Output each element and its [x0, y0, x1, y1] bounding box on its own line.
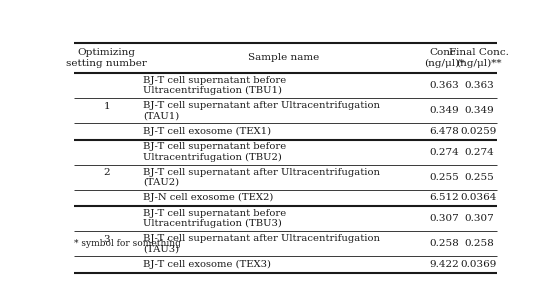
Text: 6.512: 6.512	[429, 194, 459, 202]
Text: BJ-T cell exosome (TEX1): BJ-T cell exosome (TEX1)	[143, 127, 271, 136]
Text: 0.255: 0.255	[429, 173, 459, 182]
Text: 0.0259: 0.0259	[461, 127, 497, 136]
Text: 0.307: 0.307	[429, 214, 459, 223]
Text: 1: 1	[104, 102, 110, 111]
Text: BJ-T cell supernatant before
Ultracentrifugation (TBU2): BJ-T cell supernatant before Ultracentri…	[143, 142, 286, 162]
Text: BJ-T cell supernatant after Ultracentrifugation
(TAU1): BJ-T cell supernatant after Ultracentrif…	[143, 101, 380, 121]
Text: BJ-T cell supernatant after Ultracentrifugation
(TAU3): BJ-T cell supernatant after Ultracentrif…	[143, 234, 380, 253]
Text: 6.478: 6.478	[429, 127, 459, 136]
Text: Sample name: Sample name	[248, 53, 319, 63]
Text: 0.255: 0.255	[464, 173, 494, 182]
Text: BJ-T cell exosome (TEX3): BJ-T cell exosome (TEX3)	[143, 260, 271, 269]
Text: 0.349: 0.349	[464, 106, 494, 115]
Text: 0.258: 0.258	[464, 239, 494, 248]
Text: BJ-T cell supernatant after Ultracentrifugation
(TAU2): BJ-T cell supernatant after Ultracentrif…	[143, 168, 380, 187]
Text: BJ-T cell supernatant before
Ultracentrifugation (TBU1): BJ-T cell supernatant before Ultracentri…	[143, 76, 286, 95]
Text: 0.0364: 0.0364	[461, 194, 497, 202]
Text: 0.274: 0.274	[464, 148, 494, 157]
Text: Final Conc.
(ng/μl)**: Final Conc. (ng/μl)**	[449, 48, 509, 68]
Text: 0.274: 0.274	[429, 148, 459, 157]
Text: * symbol for something: * symbol for something	[74, 239, 181, 248]
Text: 3: 3	[104, 235, 110, 244]
Text: 0.363: 0.363	[464, 81, 494, 90]
Text: BJ-T cell supernatant before
Ultracentrifugation (TBU3): BJ-T cell supernatant before Ultracentri…	[143, 209, 286, 228]
Text: BJ-N cell exosome (TEX2): BJ-N cell exosome (TEX2)	[143, 193, 273, 203]
Text: 9.422: 9.422	[429, 260, 459, 269]
Text: 0.363: 0.363	[429, 81, 459, 90]
Text: 0.349: 0.349	[429, 106, 459, 115]
Text: Optimizing
setting number: Optimizing setting number	[66, 48, 147, 68]
Text: Conc.
(ng/μl)*: Conc. (ng/μl)*	[424, 48, 465, 68]
Text: 0.258: 0.258	[429, 239, 459, 248]
Text: 2: 2	[104, 168, 110, 177]
Text: 0.307: 0.307	[464, 214, 494, 223]
Text: 0.0369: 0.0369	[461, 260, 497, 269]
